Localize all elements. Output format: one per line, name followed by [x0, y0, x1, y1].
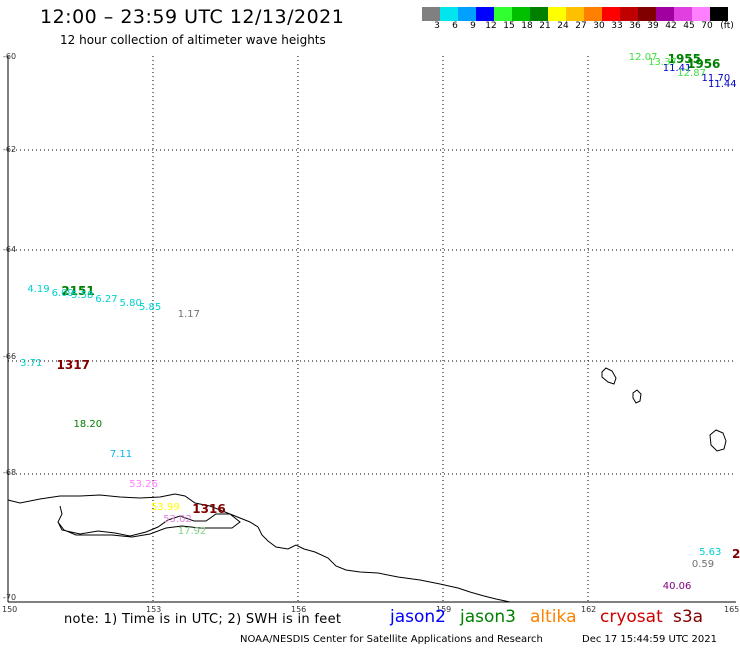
graticule: [8, 56, 736, 602]
colorbar-label: 27: [575, 21, 587, 31]
colorbar-swatch: [458, 7, 476, 21]
pass-time-label: 1317: [56, 358, 90, 373]
latitude-label: -62: [3, 145, 17, 154]
colorbar-swatch: [440, 7, 458, 21]
wave-height-label: 53.99: [151, 502, 180, 514]
colorbar-swatch: [584, 7, 602, 21]
colorbar-swatch: [422, 7, 440, 21]
legend-item-jason2: jason2: [390, 607, 446, 627]
colorbar-swatch: [548, 7, 566, 21]
timestamp: Dec 17 15:44:59 UTC 2021: [582, 634, 717, 645]
colorbar-label: 9: [470, 21, 476, 31]
colorbar-swatch: [512, 7, 530, 21]
latitude-label: -60: [3, 52, 17, 61]
longitude-label: 162: [581, 605, 597, 614]
colorbar-label: 6: [452, 21, 458, 31]
colorbar: [422, 6, 728, 25]
wave-height-label: 53.02: [163, 514, 192, 526]
latitude-label: -64: [3, 245, 17, 254]
colorbar-swatches: [422, 7, 728, 21]
colorbar-label: 45: [683, 21, 695, 31]
wave-height-label: 4.19: [27, 283, 50, 295]
colorbar-label: 39: [647, 21, 659, 31]
longitude-label: 150: [2, 605, 18, 614]
wave-height-label: 5.58: [71, 290, 94, 302]
island-shape: [632, 389, 642, 404]
wave-height-label: 53.26: [129, 478, 158, 490]
latitude-label: -66: [3, 352, 17, 361]
pass-time-label: 1955: [667, 51, 701, 66]
wave-height-label: 18.20: [73, 418, 103, 430]
colorbar-unit: (ft): [720, 21, 734, 31]
colorbar-label: 18: [521, 21, 533, 31]
pass-time-label: 1316: [192, 502, 226, 517]
wave-height-label: 12.07: [628, 51, 658, 63]
wave-height-label: 6.27: [95, 294, 118, 306]
latitude-label: -68: [3, 468, 17, 477]
pass-time-label: 1956: [687, 56, 721, 71]
legend-item-cryosat: cryosat: [600, 607, 663, 627]
colorbar-label: 42: [665, 21, 677, 31]
colorbar-swatch: [710, 7, 728, 21]
colorbar-label: 12: [485, 21, 497, 31]
credit-line: NOAA/NESDIS Center for Satellite Applica…: [240, 634, 543, 645]
island-shape: [709, 429, 727, 452]
colorbar-label: 24: [557, 21, 569, 31]
colorbar-swatch: [620, 7, 638, 21]
map-title: 12:00 – 23:59 UTC 12/13/2021: [40, 6, 345, 28]
pass-time-label: 2: [732, 546, 740, 561]
wave-height-label: 17.92: [177, 526, 207, 538]
wave-height-label: 5.85: [138, 302, 162, 314]
wave-height-label: 11.44: [708, 78, 737, 90]
latitude-label: -70: [3, 593, 17, 602]
colorbar-swatch: [476, 7, 494, 21]
legend-item-jason3: jason3: [460, 607, 516, 627]
colorbar-swatch: [602, 7, 620, 21]
wave-height-label: 12.87: [677, 68, 706, 80]
wave-height-label: 0.59: [691, 558, 715, 570]
legend-item-s3a: s3a: [673, 607, 704, 627]
colorbar-swatch: [692, 7, 710, 21]
colorbar-label: 3: [434, 21, 440, 31]
wave-height-label: 6.09: [51, 287, 74, 299]
wave-height-label: 7.11: [109, 448, 133, 460]
wave-height-label: 1.17: [177, 309, 201, 321]
colorbar-swatch: [656, 7, 674, 21]
colorbar-swatch: [674, 7, 692, 21]
colorbar-label: 21: [539, 21, 551, 31]
longitude-label: 165: [724, 605, 740, 614]
colorbar-label: 36: [629, 21, 641, 31]
colorbar-label: 33: [611, 21, 623, 31]
longitude-label: 159: [436, 605, 452, 614]
colorbar-swatch: [566, 7, 584, 21]
longitude-label: 153: [146, 605, 162, 614]
wave-height-label: 5.80: [119, 298, 142, 310]
wave-height-label: 5.63: [699, 546, 722, 558]
map-subtitle: 12 hour collection of altimeter wave hei…: [60, 33, 326, 47]
wave-height-label: 3.71: [20, 358, 43, 370]
pass-time-label: 2151: [61, 283, 95, 298]
footer-note: note: 1) Time is in UTC; 2) SWH is in fe…: [64, 612, 342, 627]
island-shape: [601, 367, 617, 385]
wave-height-label: 13.37: [648, 57, 677, 69]
wave-height-label: 40.06: [662, 580, 692, 592]
coastline-antarctica: [7, 493, 511, 603]
longitude-label: 156: [291, 605, 307, 614]
wave-height-label: 11.70: [701, 73, 731, 85]
colorbar-swatch: [530, 7, 548, 21]
colorbar-swatch: [494, 7, 512, 21]
wave-height-label: 11.41: [662, 62, 692, 74]
colorbar-swatch: [638, 7, 656, 21]
colorbar-label: 30: [593, 21, 605, 31]
colorbar-label: 70: [701, 21, 713, 31]
legend-item-altika: altika: [530, 607, 577, 627]
colorbar-label: 15: [503, 21, 515, 31]
